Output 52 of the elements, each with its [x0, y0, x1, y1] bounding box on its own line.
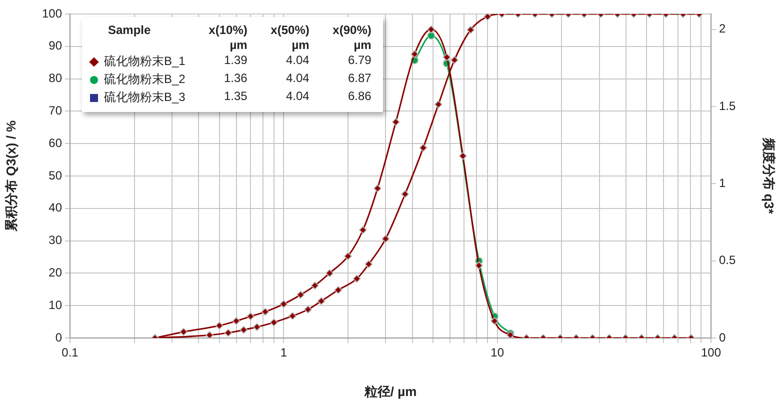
y2-tick-label: 1.5: [719, 98, 736, 113]
y-tick-label: 30: [48, 233, 62, 248]
point: [434, 100, 442, 108]
annotation: 4.04: [285, 89, 310, 105]
y2-tick-label: 2: [719, 22, 726, 36]
x-tick-label: 10: [490, 346, 504, 360]
point: [352, 274, 361, 283]
y-tick-label: 40: [48, 200, 62, 215]
x-tick-label: 100: [700, 346, 722, 360]
y-tick-label: 20: [48, 266, 62, 280]
legend-label: 硫化物粉末B_1: [104, 53, 186, 70]
point: [401, 190, 410, 198]
annotation: 6.86: [347, 89, 372, 105]
y2-axis-title: 频度分布 q3*: [762, 137, 777, 215]
point: [240, 326, 248, 334]
y2-tick-label: 0: [719, 330, 726, 344]
y-axis-title: 累积分布 Q3(x) / %: [3, 120, 18, 233]
y-tick-label: 60: [48, 136, 62, 150]
annotation: 1.36: [223, 71, 248, 87]
point: [270, 318, 278, 326]
y-tick-label: 50: [48, 168, 62, 182]
annotation: 4.04: [285, 71, 310, 87]
legend-title: Sample: [107, 23, 152, 37]
annotation: 4.04: [285, 53, 310, 69]
y-tick-label: 0: [55, 330, 62, 344]
point: [450, 56, 458, 64]
annotation: µm: [352, 38, 372, 52]
y-tick-label: 10: [48, 298, 62, 312]
legend-label: 硫化物粉末B_2: [104, 71, 186, 88]
point: [484, 14, 492, 21]
y-tick-label: 100: [42, 6, 62, 20]
annotation: 1.39: [223, 53, 248, 69]
annotation: µm: [290, 38, 310, 52]
annotation: x(50%): [270, 23, 310, 37]
y-tick-label: 70: [48, 104, 62, 118]
annotation: µm: [228, 38, 248, 52]
point: [288, 312, 297, 320]
annotation: x(90%): [332, 23, 372, 37]
y-tick-label: 80: [48, 71, 62, 86]
point: [206, 331, 214, 338]
y2-tick-label: 1: [719, 176, 726, 190]
annotation: x(10%): [208, 23, 248, 37]
point: [304, 305, 312, 314]
y-tick-label: 90: [48, 38, 62, 53]
x-tick-label: 1: [280, 346, 288, 360]
annotation: 6.87: [347, 71, 372, 87]
annotation: 1.35: [223, 89, 248, 105]
x-axis-title: 粒径/ µm: [363, 384, 417, 399]
x-tick-label: 0.1: [62, 346, 79, 360]
annotation: 6.79: [347, 53, 372, 69]
legend-label: 硫化物粉末B_3: [104, 89, 186, 106]
y2-tick-label: 0.5: [719, 253, 736, 268]
